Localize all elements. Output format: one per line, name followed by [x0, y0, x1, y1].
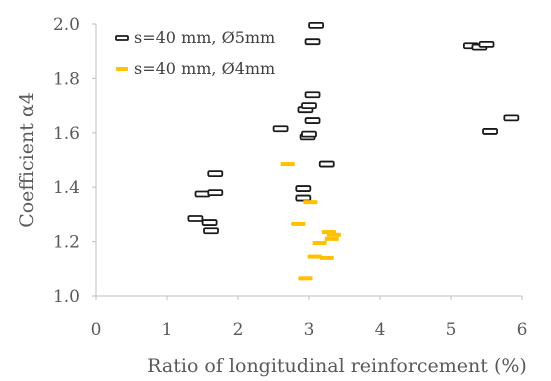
data-point: [478, 41, 495, 48]
x-axis-title: Ratio of longitudinal reinforcement (%): [147, 355, 527, 377]
data-point: [295, 194, 312, 202]
x-tick-label: 2: [233, 320, 244, 340]
series-1: [187, 21, 520, 235]
data-point: [301, 130, 317, 138]
y-tick-label: 1.6: [53, 124, 80, 144]
y-tick-label: 1.2: [53, 233, 80, 253]
data-point: [201, 219, 218, 226]
chart-axes: 0 1 2 3 4 5 6 1.0 1.2 1.4 1.6 1.8 2.0: [53, 15, 527, 340]
data-point: [503, 114, 520, 122]
data-point: [304, 117, 321, 124]
y-tick-label: 2.0: [53, 15, 80, 35]
chart-legend: s=40 mm, Ø5mm s=40 mm, Ø4mm: [105, 19, 305, 91]
data-points: [187, 21, 520, 281]
data-point: [308, 21, 325, 29]
data-point: [304, 38, 321, 46]
data-point: [326, 232, 341, 237]
x-tick-label: 4: [375, 320, 386, 340]
data-point: [298, 276, 313, 281]
data-point: [321, 230, 336, 235]
x-tick-label: 6: [517, 320, 528, 340]
data-point: [307, 254, 322, 259]
series-2: [280, 162, 341, 281]
data-point: [207, 170, 224, 178]
data-point: [187, 215, 204, 222]
data-point: [482, 128, 498, 135]
legend-label-series-2: s=40 mm, Ø4mm: [134, 59, 275, 78]
x-tick-label: 1: [162, 320, 173, 340]
x-tick-label: 0: [91, 320, 102, 340]
data-point: [319, 255, 334, 260]
y-tick-label: 1.8: [53, 69, 80, 89]
data-point: [207, 189, 224, 197]
y-tick-label: 1.0: [53, 287, 80, 307]
data-point: [291, 221, 306, 226]
x-tick-label: 5: [446, 320, 457, 340]
data-point: [304, 91, 321, 99]
legend-swatch-series-1: [115, 35, 129, 41]
legend-swatch-series-2: [116, 67, 128, 71]
data-point: [280, 162, 295, 167]
data-point: [303, 200, 318, 205]
data-point: [301, 102, 317, 109]
data-point: [295, 185, 312, 192]
legend-label-series-1: s=40 mm, Ø5mm: [134, 28, 275, 47]
data-point: [318, 160, 335, 168]
data-point: [312, 240, 327, 245]
y-axis-title: Coefficient α4: [16, 92, 38, 228]
data-point: [203, 227, 219, 235]
data-point: [272, 125, 289, 133]
data-point: [324, 236, 339, 241]
y-tick-label: 1.4: [53, 178, 80, 198]
x-tick-label: 3: [304, 320, 315, 340]
legend-box: [105, 19, 305, 91]
